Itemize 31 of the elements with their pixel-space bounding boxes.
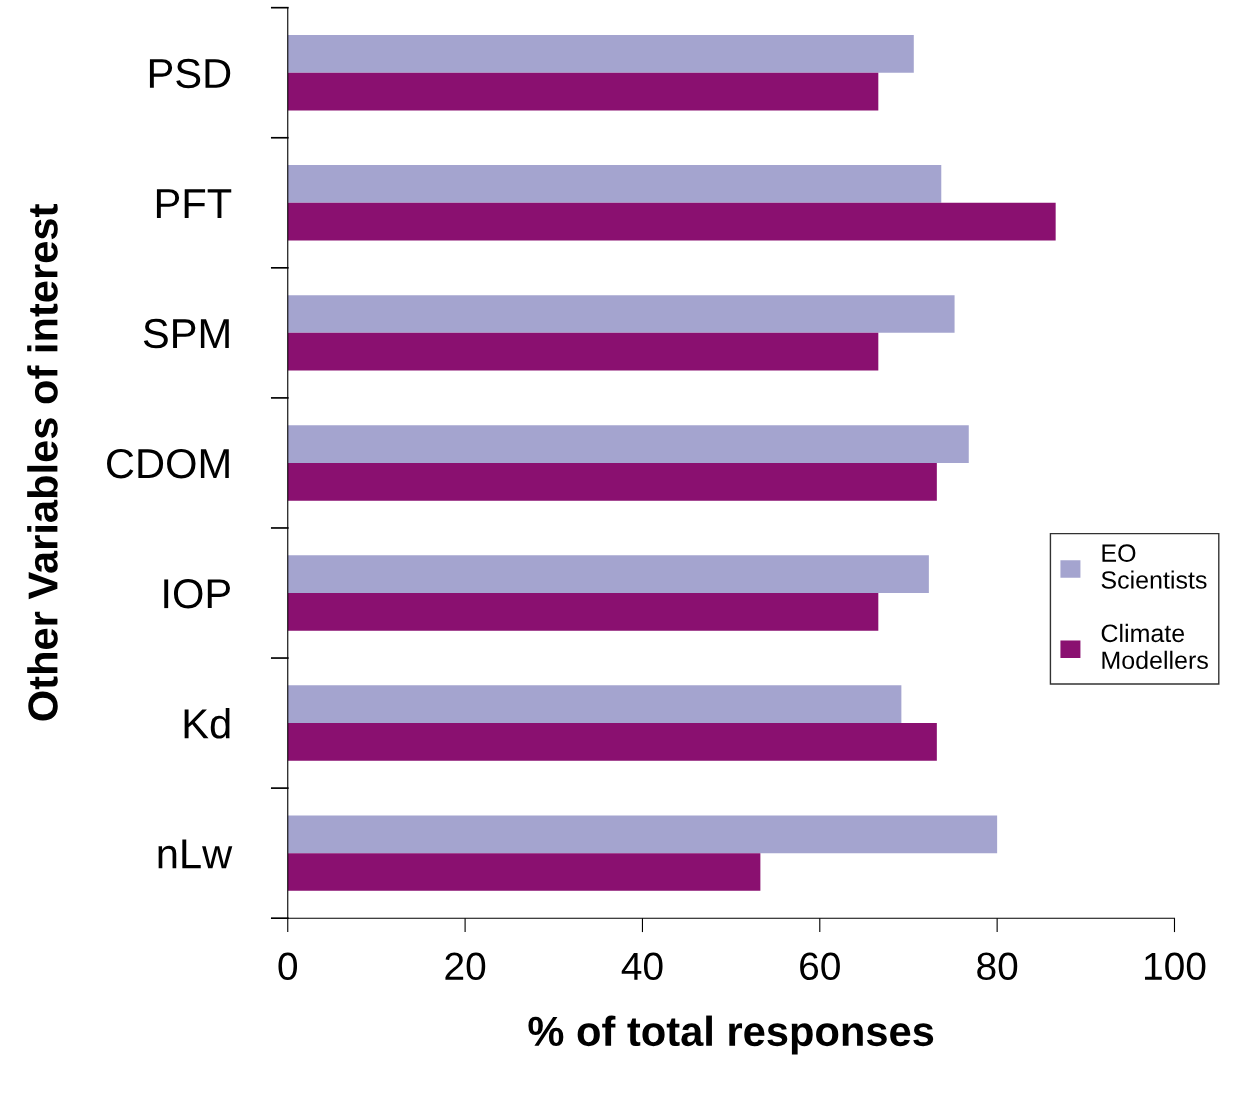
bar <box>287 685 902 724</box>
x-tick-label: 20 <box>445 952 486 981</box>
bar <box>287 295 955 333</box>
y-tick-label: PFT <box>156 189 232 218</box>
x-tick-label: 100 <box>1145 952 1206 981</box>
bar <box>287 853 761 891</box>
bar <box>287 462 937 501</box>
y-tick-label: PSD <box>149 58 231 89</box>
y-tick-label: Kd <box>184 707 230 739</box>
bar <box>287 593 879 631</box>
y-tick-label: nLw <box>158 839 233 869</box>
x-tick-label: 60 <box>800 952 840 981</box>
bar <box>287 815 998 854</box>
x-tick-label: 40 <box>621 952 663 981</box>
bar <box>287 555 929 594</box>
y-tick-label: CDOM <box>107 448 229 479</box>
y-tick-label: IOP <box>164 579 230 609</box>
x-tick-label: 80 <box>977 952 1018 981</box>
bar <box>287 72 879 111</box>
bar <box>287 202 1056 241</box>
y-tick-label: SPM <box>143 318 229 349</box>
bar <box>287 165 942 203</box>
legend-label: EO Scientists <box>1101 544 1207 589</box>
bar <box>287 34 914 73</box>
bar <box>287 723 937 761</box>
x-tick-label: 0 <box>278 952 298 981</box>
x-axis-title: % of total responses <box>528 1015 934 1055</box>
y-axis-title: Other Variables of interest <box>27 204 58 721</box>
bar <box>287 425 969 463</box>
bar <box>287 332 879 371</box>
legend-label: Climate Modellers <box>1101 623 1208 670</box>
